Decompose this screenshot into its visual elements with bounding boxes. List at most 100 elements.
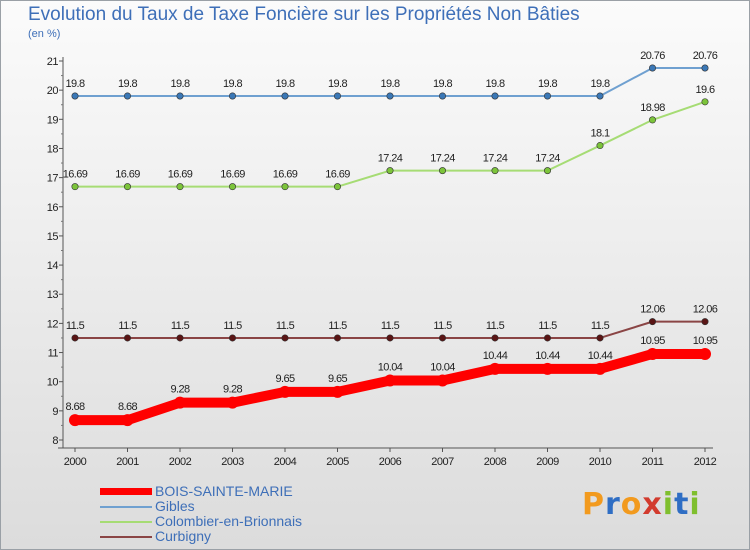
data-label: 11.5: [538, 320, 557, 332]
data-point: [596, 334, 604, 342]
data-point: [229, 183, 237, 191]
data-label: 19.8: [485, 78, 504, 90]
logo-letter: r: [605, 487, 621, 522]
data-label: 19.8: [538, 78, 557, 90]
data-point: [438, 334, 446, 342]
data-point: [543, 167, 551, 175]
data-point: [436, 374, 449, 387]
data-label: 11.5: [591, 320, 610, 332]
data-label: 11.5: [486, 320, 505, 332]
data-label: 18.98: [640, 102, 665, 114]
data-label: 17.24: [430, 153, 455, 165]
x-tick-label: 2012: [694, 456, 717, 468]
data-point: [229, 92, 237, 100]
data-label: 16.69: [63, 169, 88, 181]
x-tick-label: 2003: [221, 456, 244, 468]
y-tick-label: 16: [47, 202, 59, 214]
y-tick-label: 17: [47, 173, 59, 185]
data-label: 19.8: [118, 78, 137, 90]
y-tick-label: 15: [47, 231, 59, 243]
data-label: 18.1: [590, 128, 609, 140]
data-label: 19.8: [223, 78, 242, 90]
data-label: 16.69: [220, 169, 245, 181]
data-point: [596, 142, 604, 150]
legend-item: Colombier-en-Brionnais: [100, 514, 302, 529]
data-point: [121, 414, 134, 427]
x-tick-label: 2004: [274, 456, 297, 468]
chart-legend: BOIS-SAINTE-MARIE Gibles Colombier-en-Brio…: [100, 484, 302, 544]
logo-letter: x: [642, 487, 663, 522]
data-label: 9.65: [275, 373, 294, 385]
chart-unit: (en %): [28, 28, 61, 40]
data-point: [71, 183, 79, 191]
data-label: 10.95: [640, 335, 665, 347]
data-label: 19.6: [695, 84, 714, 96]
data-point: [543, 92, 551, 100]
x-tick-label: 2005: [326, 456, 349, 468]
data-point: [176, 183, 184, 191]
x-tick-label: 2001: [116, 456, 139, 468]
data-label: 16.69: [325, 169, 350, 181]
legend-swatch: [100, 505, 152, 508]
data-label: 16.69: [273, 169, 298, 181]
data-point: [279, 385, 291, 398]
legend-swatch: [100, 535, 152, 538]
y-tick-label: 11: [48, 348, 59, 360]
data-label: 8.68: [65, 401, 84, 413]
data-point: [331, 385, 344, 398]
data-label: 16.69: [168, 169, 193, 181]
data-label: 8.68: [118, 401, 137, 413]
y-tick-label: 19: [47, 114, 59, 126]
data-point: [699, 347, 711, 360]
logo-letter: P: [582, 487, 605, 522]
data-label: 12.06: [693, 304, 718, 316]
x-tick-label: 2002: [169, 456, 192, 468]
data-label: 11.5: [66, 320, 85, 332]
data-label: 20.76: [640, 50, 665, 62]
data-label: 20.76: [693, 50, 718, 62]
legend-item: BOIS-SAINTE-MARIE: [100, 484, 302, 499]
data-label: 19.8: [590, 78, 609, 90]
data-point: [541, 362, 554, 375]
legend-label: Gibles: [155, 498, 195, 514]
data-point: [646, 347, 659, 360]
data-label: 9.28: [170, 384, 189, 396]
x-tick-label: 2000: [64, 456, 87, 468]
y-tick-label: 12: [47, 318, 59, 330]
data-point: [438, 167, 446, 175]
y-tick-label: 13: [47, 289, 59, 301]
data-label: 11.5: [433, 320, 452, 332]
chart-title: Evolution du Taux de Taxe Foncière sur l…: [28, 4, 580, 25]
legend-label: Curbigny: [155, 528, 212, 544]
data-point: [489, 362, 501, 375]
data-point: [71, 334, 79, 342]
data-label: 17.24: [483, 153, 508, 165]
data-label: 19.8: [328, 78, 347, 90]
data-point: [281, 183, 289, 191]
data-point: [176, 334, 184, 342]
data-label: 11.5: [276, 320, 295, 332]
data-label: 11.5: [381, 320, 400, 332]
data-point: [174, 396, 186, 409]
data-point: [333, 92, 341, 100]
data-point: [491, 92, 499, 100]
data-point: [124, 334, 132, 342]
y-tick-label: 18: [47, 143, 59, 155]
data-point: [229, 334, 237, 342]
legend-swatch: [100, 488, 152, 495]
data-point: [384, 374, 396, 387]
x-tick-label: 2010: [589, 456, 612, 468]
legend-item: Gibles: [100, 499, 302, 514]
x-tick-label: 2009: [536, 456, 559, 468]
data-point: [69, 414, 81, 427]
data-point: [281, 92, 289, 100]
y-tick-label: 14: [47, 260, 59, 272]
x-tick-label: 2008: [484, 456, 507, 468]
data-label: 17.24: [378, 153, 403, 165]
data-point: [701, 98, 709, 106]
data-label: 10.44: [483, 350, 508, 362]
data-label: 19.8: [275, 78, 294, 90]
data-label: 19.8: [170, 78, 189, 90]
data-point: [701, 64, 709, 72]
